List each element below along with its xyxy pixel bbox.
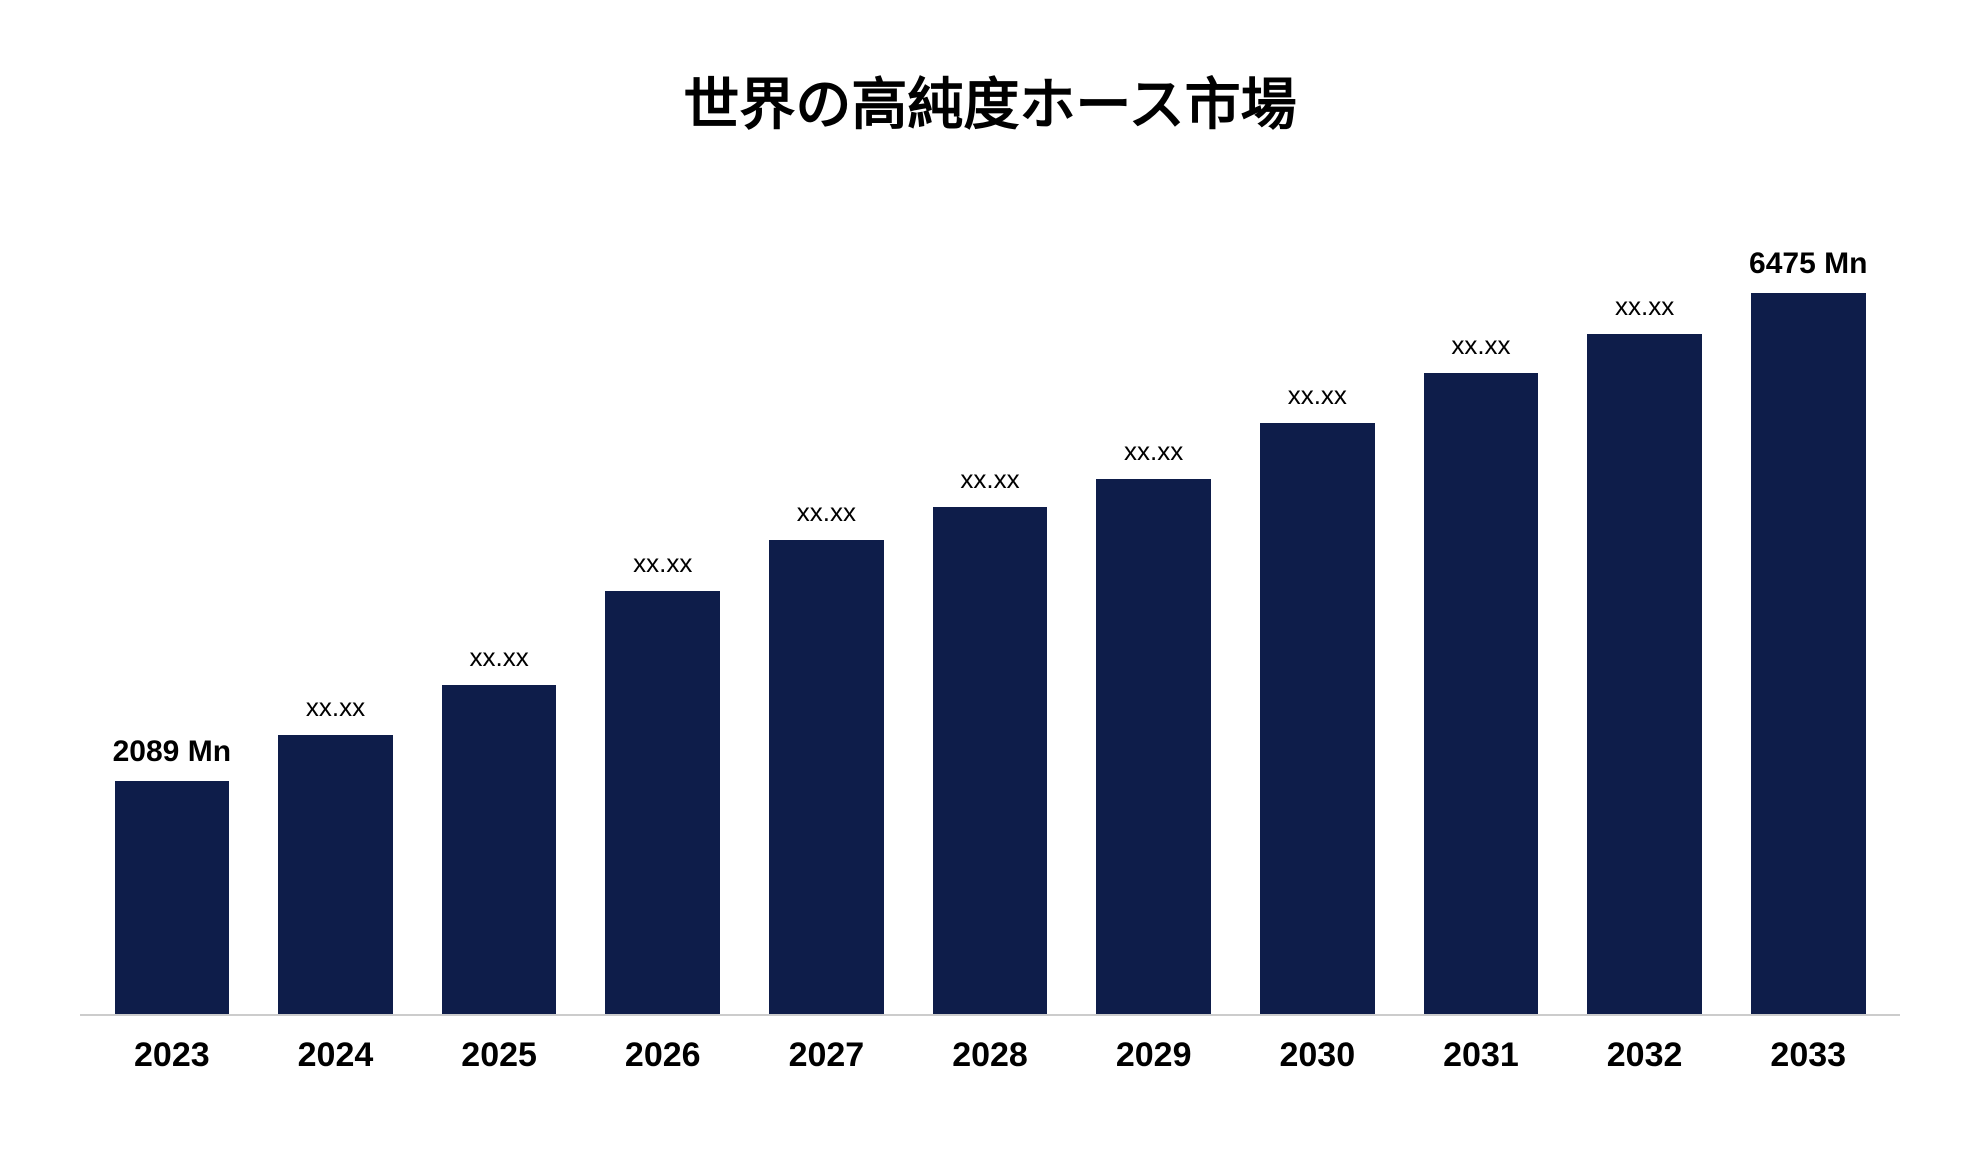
- xaxis-label: 2030: [1235, 1036, 1399, 1075]
- bar: [1096, 479, 1211, 1014]
- xaxis-label: 2033: [1726, 1036, 1890, 1075]
- bar-group: xx.xx: [581, 236, 745, 1014]
- bar-value-label: xx.xx: [306, 692, 365, 723]
- chart-plot-area: 2089 Mn xx.xx xx.xx xx.xx xx.xx xx.xx xx.xx xx.…: [80, 181, 1900, 1075]
- bar-group: 6475 Mn: [1726, 236, 1890, 1014]
- bar-value-label: 6475 Mn: [1749, 247, 1867, 281]
- bar-value-label: xx.xx: [1288, 380, 1347, 411]
- bar-value-label: xx.xx: [1615, 291, 1674, 322]
- xaxis-label: 2024: [254, 1036, 418, 1075]
- bar: [115, 781, 230, 1014]
- bar: [1260, 423, 1375, 1014]
- bar: [933, 507, 1048, 1014]
- xaxis-label: 2023: [90, 1036, 254, 1075]
- bar-group: xx.xx: [1563, 236, 1727, 1014]
- bar: [769, 540, 884, 1014]
- bar-value-label: xx.xx: [469, 642, 528, 673]
- bar-value-label: xx.xx: [1124, 436, 1183, 467]
- chart-title: 世界の高純度ホース市場: [80, 60, 1900, 141]
- xaxis-row: 2023202420252026202720282029203020312032…: [80, 1016, 1900, 1075]
- bar-group: xx.xx: [1399, 236, 1563, 1014]
- bar: [1587, 334, 1702, 1014]
- bar-value-label: xx.xx: [797, 497, 856, 528]
- bar: [605, 591, 720, 1014]
- bar-group: xx.xx: [908, 236, 1072, 1014]
- xaxis-label: 2027: [745, 1036, 909, 1075]
- bar-group: xx.xx: [254, 236, 418, 1014]
- xaxis-label: 2032: [1563, 1036, 1727, 1075]
- xaxis-label: 2025: [417, 1036, 581, 1075]
- bar: [1751, 293, 1866, 1015]
- bar: [278, 735, 393, 1014]
- bar-group: xx.xx: [1235, 236, 1399, 1014]
- bar: [1424, 373, 1539, 1014]
- bar-value-label: xx.xx: [1451, 330, 1510, 361]
- bar-value-label: xx.xx: [633, 548, 692, 579]
- xaxis-label: 2028: [908, 1036, 1072, 1075]
- bar-value-label: xx.xx: [960, 464, 1019, 495]
- xaxis-label: 2029: [1072, 1036, 1236, 1075]
- bar: [442, 685, 557, 1014]
- bar-group: 2089 Mn: [90, 236, 254, 1014]
- bar-group: xx.xx: [745, 236, 909, 1014]
- xaxis-label: 2031: [1399, 1036, 1563, 1075]
- bar-value-label: 2089 Mn: [113, 735, 231, 769]
- bar-group: xx.xx: [417, 236, 581, 1014]
- bars-row: 2089 Mn xx.xx xx.xx xx.xx xx.xx xx.xx xx.xx xx.…: [80, 236, 1900, 1016]
- bar-group: xx.xx: [1072, 236, 1236, 1014]
- xaxis-label: 2026: [581, 1036, 745, 1075]
- chart-container: 世界の高純度ホース市場 2089 Mn xx.xx xx.xx xx.xx xx.xx x…: [0, 0, 1980, 1155]
